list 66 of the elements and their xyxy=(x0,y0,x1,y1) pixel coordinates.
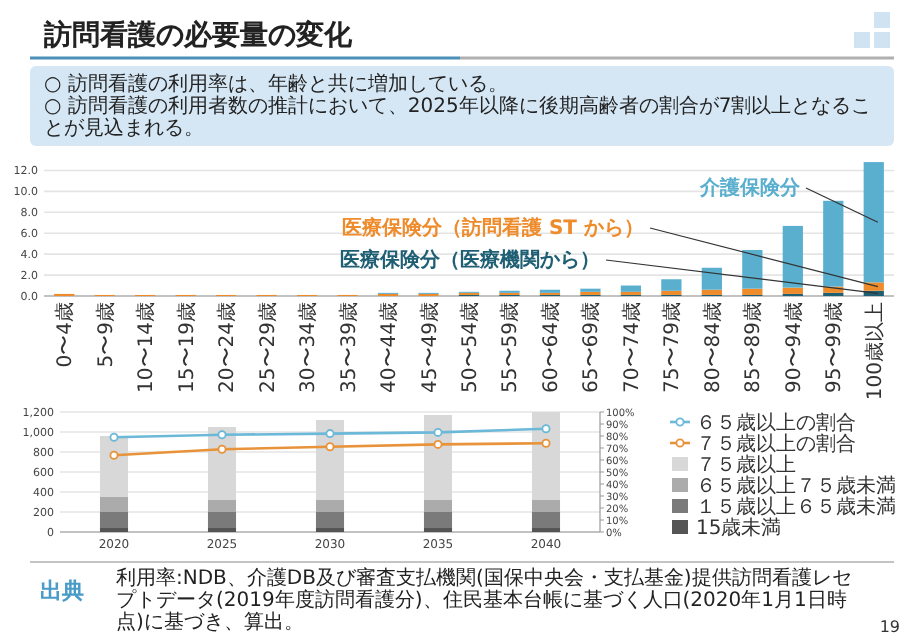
text: 19 xyxy=(879,618,900,636)
x-tick-label: 50〜54歳 xyxy=(458,302,482,393)
point xyxy=(433,439,443,449)
bar xyxy=(315,512,345,528)
text: ○ 訪問看護の利用率は、年齢と共に増加している。 xyxy=(44,72,508,96)
point xyxy=(325,429,335,439)
text: 医療保険分（訪問看護 ST から） xyxy=(342,216,644,240)
point xyxy=(325,442,335,452)
bar xyxy=(782,225,803,288)
bar xyxy=(315,500,345,512)
legend-label: 15歳未満 xyxy=(696,516,782,540)
bar xyxy=(782,287,803,294)
point xyxy=(109,432,119,442)
x-tick-label: 95〜99歳 xyxy=(822,302,847,393)
bar xyxy=(531,512,561,528)
x-tick-label: 5〜9歳 xyxy=(93,302,118,368)
legend-label: ７５歳以上の割合 xyxy=(696,432,856,456)
text: 出典 xyxy=(40,578,84,604)
bar xyxy=(423,512,453,528)
bar xyxy=(863,162,884,283)
x-tick-label: 85〜89歳 xyxy=(741,302,766,393)
legend-label: １５歳以上６５歳未満 xyxy=(696,495,896,519)
series-label: 医療保険分（医療機関から） xyxy=(340,248,600,272)
point xyxy=(541,438,551,448)
bar xyxy=(701,289,722,295)
x-tick-label: 20〜24歳 xyxy=(215,302,240,393)
bar xyxy=(99,497,129,512)
point xyxy=(217,444,227,454)
bar xyxy=(823,200,844,287)
bar xyxy=(701,267,722,290)
x-tick-label: 15〜19歳 xyxy=(174,302,199,393)
x-tick-label: 40〜44歳 xyxy=(377,302,402,393)
bar xyxy=(661,279,682,291)
bar xyxy=(207,500,237,512)
bar xyxy=(531,500,561,512)
text: ○ 訪問看護の利用者数の推計において、2025年以降に後期高齢者の割合が7割以上となることが見込まれる。 xyxy=(44,94,872,140)
legend-label: ６５歳以上の割合 xyxy=(696,411,856,435)
x-tick-label: 25〜29歳 xyxy=(255,302,280,393)
point xyxy=(217,430,227,440)
bar xyxy=(742,288,763,295)
x-tick-label: 75〜79歳 xyxy=(660,302,685,393)
x-tick-label: 65〜69歳 xyxy=(579,302,604,393)
x-tick-label: 90〜94歳 xyxy=(781,302,806,393)
x-tick-label: 30〜34歳 xyxy=(296,302,321,393)
legend-label: ６５歳以上７５歳未満 xyxy=(696,474,896,498)
text: 利用率:NDB、介護DB及び審査支払機関(国保中央会・支払基金)提供訪問看護レセプトデータ(2019年度訪問看護分)、住民基本台帳に基づく人口(2020年1月1日時点)に基づき、算出。 xyxy=(116,566,852,634)
chart-title: 訪問看護の必要量の変化 xyxy=(42,18,354,52)
point xyxy=(109,450,119,460)
x-tick-label: 35〜39歳 xyxy=(336,302,361,393)
bar xyxy=(620,285,642,292)
bar xyxy=(423,500,453,512)
point xyxy=(541,424,551,434)
x-tick-label: 10〜14歳 xyxy=(134,302,159,393)
legend-label: ７５歳以上 xyxy=(696,453,796,477)
bar xyxy=(207,512,237,528)
x-tick-label: 0〜4歳 xyxy=(53,302,78,368)
x-tick-label: 100歳以上 xyxy=(862,302,887,401)
x-tick-label: 45〜49歳 xyxy=(417,302,442,393)
series-label: 介護保険分 xyxy=(698,176,802,200)
point xyxy=(433,427,443,437)
bar xyxy=(99,512,129,528)
x-tick-label: 80〜84歳 xyxy=(700,302,725,393)
x-tick-label: 55〜59歳 xyxy=(498,302,523,393)
x-tick-label: 60〜64歳 xyxy=(538,302,563,393)
x-tick-label: 70〜74歳 xyxy=(619,302,644,393)
bar xyxy=(742,249,763,289)
